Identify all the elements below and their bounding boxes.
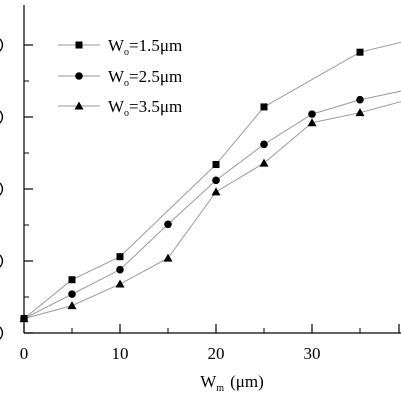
x-tick-label: 10 bbox=[112, 344, 129, 363]
data-point-series-3 bbox=[307, 118, 317, 127]
data-point-series-2 bbox=[308, 110, 316, 118]
series-line-3 bbox=[23, 101, 401, 320]
data-point-series-1 bbox=[212, 161, 220, 169]
data-point-series-3 bbox=[19, 314, 29, 323]
data-point-series-3 bbox=[163, 253, 173, 262]
legend-label: Wo=3.5μm bbox=[108, 97, 182, 119]
data-point-series-2 bbox=[68, 290, 76, 298]
data-point-series-1 bbox=[356, 48, 364, 56]
data-point-series-1 bbox=[116, 253, 124, 261]
y-tick-label-fragment bbox=[0, 254, 4, 268]
legend-label-sub: o bbox=[124, 108, 129, 119]
legend-label: Wo=2.5μm bbox=[108, 67, 182, 89]
legend-marker bbox=[74, 101, 84, 110]
legend-label-main: W bbox=[108, 97, 125, 116]
y-tick-label-fragment bbox=[0, 182, 4, 196]
data-point-series-3 bbox=[67, 301, 77, 310]
legend-marker bbox=[75, 41, 83, 49]
data-point-series-2 bbox=[260, 140, 268, 149]
y-tick-label-fragment bbox=[0, 326, 4, 340]
x-tick-label: 20 bbox=[208, 344, 225, 363]
data-point-series-2 bbox=[356, 95, 364, 104]
data-point-series-2 bbox=[212, 176, 220, 185]
y-tick-label-fragment bbox=[0, 110, 4, 124]
legend-label-sub: o bbox=[124, 47, 129, 58]
legend-label-main: W bbox=[108, 67, 125, 86]
data-point-series-3 bbox=[115, 279, 125, 288]
data-point-series-1 bbox=[260, 103, 268, 111]
x-axis-label: Wm (μm) bbox=[200, 372, 264, 394]
x-axis-label-unit: (μm) bbox=[230, 372, 264, 391]
legend-item: Wo=1.5μm bbox=[58, 36, 182, 58]
x-tick-label: 30 bbox=[304, 344, 321, 363]
x-axis-label-main: W bbox=[200, 372, 217, 391]
legend-label-main: W bbox=[108, 36, 125, 55]
legend-label-rest: =3.5μm bbox=[129, 97, 182, 116]
data-point-series-3 bbox=[259, 158, 269, 167]
legend-item: Wo=3.5μm bbox=[58, 97, 182, 119]
legend-label: Wo=1.5μm bbox=[108, 36, 182, 58]
data-point-series-1 bbox=[68, 276, 76, 284]
legend-label-rest: =1.5μm bbox=[129, 36, 182, 55]
legend-marker bbox=[75, 72, 83, 80]
data-point-series-2 bbox=[116, 265, 124, 274]
x-axis-label-sub: m bbox=[216, 383, 224, 394]
x-tick-label: 0 bbox=[20, 344, 29, 363]
legend-label-sub: o bbox=[124, 78, 129, 89]
series-markers bbox=[19, 48, 365, 323]
axes: 0 10 20 30 bbox=[0, 5, 401, 363]
data-point-series-3 bbox=[211, 187, 221, 196]
legend-label-rest: =2.5μm bbox=[129, 67, 182, 86]
legend-item: Wo=2.5μm bbox=[58, 67, 182, 89]
y-tick-label-fragment bbox=[0, 38, 4, 52]
series-line-2 bbox=[23, 90, 401, 320]
data-point-series-3 bbox=[355, 108, 365, 117]
data-point-series-2 bbox=[164, 220, 172, 229]
